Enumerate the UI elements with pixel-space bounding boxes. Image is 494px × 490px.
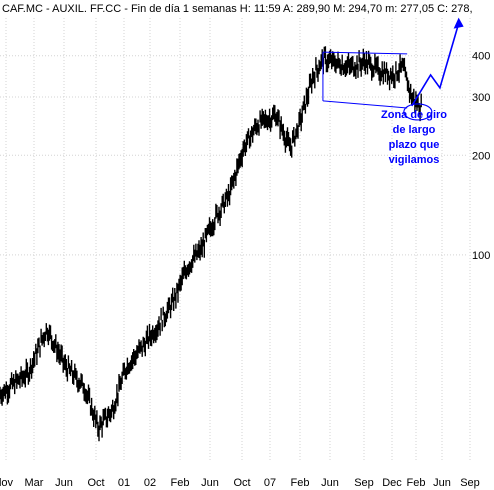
channel-upper <box>322 51 408 55</box>
x-tick-label: 02 <box>144 477 156 489</box>
x-tick-label: Sep <box>354 477 374 489</box>
x-tick-label: Dec <box>382 477 402 489</box>
x-axis-ticks: lov Mar Jun Oct 01 02 Feb Jun Oct 07 Feb Jun Sep Dec F… <box>0 477 480 489</box>
x-tick-label: lov <box>0 477 14 489</box>
x-tick-label: Jun <box>55 477 73 489</box>
channel-lower <box>322 100 408 109</box>
annotation-text: Zona de giro de largo plazo que vigilamos <box>381 109 447 166</box>
annotation-line: de largo <box>393 124 436 136</box>
x-tick-label: Jun <box>201 477 219 489</box>
y-tick-label: 100 <box>472 250 490 262</box>
x-tick-label: 01 <box>118 477 130 489</box>
x-tick-label: Oct <box>87 477 104 489</box>
price-series <box>0 46 422 442</box>
annotation-line: plazo que <box>389 139 440 151</box>
arrow-head <box>453 17 464 29</box>
y-tick-label: 200 <box>472 150 490 162</box>
x-tick-label: Feb <box>291 477 310 489</box>
x-tick-label: Mar <box>25 477 44 489</box>
x-tick-label: Oct <box>233 477 250 489</box>
y-axis-ticks: 400 300 200 100 <box>472 51 490 262</box>
y-tick-label: 400 <box>472 51 490 63</box>
pivot-zone-ellipse <box>403 103 433 121</box>
x-tick-label: 07 <box>264 477 276 489</box>
x-tick-label: Jun <box>433 477 451 489</box>
projection-arrow <box>411 23 460 107</box>
grid-lines <box>0 18 471 460</box>
x-tick-label: Sep <box>460 477 480 489</box>
price-bars <box>0 46 422 442</box>
annotation-drawings <box>322 17 464 121</box>
annotation-line: Zona de giro <box>381 109 447 121</box>
chart-header: CAF.MC - AUXIL. FF.CC - Fin de día 1 sem… <box>2 3 473 15</box>
x-tick-label: Jun <box>321 477 339 489</box>
x-tick-label: Feb <box>407 477 426 489</box>
y-tick-label: 300 <box>472 92 490 104</box>
x-tick-label: Feb <box>171 477 190 489</box>
annotation-line: vigilamos <box>389 154 440 166</box>
